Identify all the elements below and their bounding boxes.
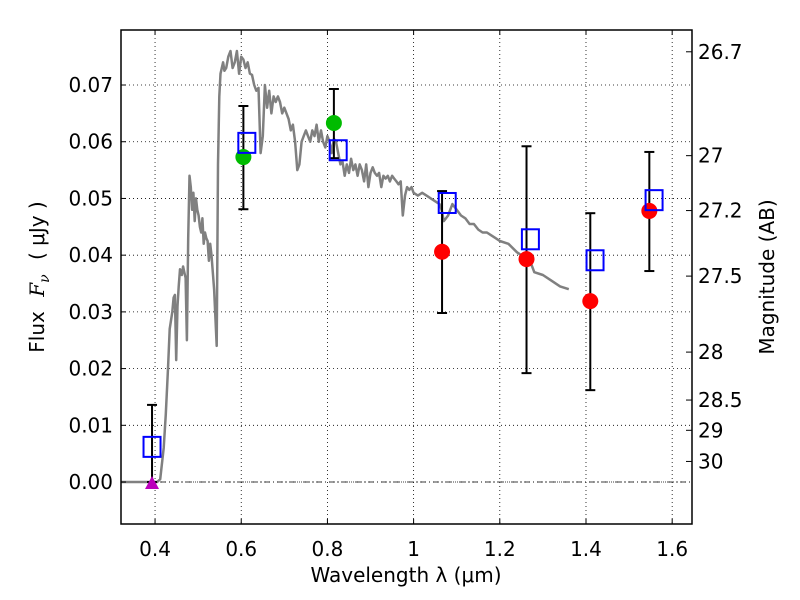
y-tick-label: 0.03: [68, 300, 113, 324]
spectrum-group: [121, 49, 570, 484]
observed-red-circle: [582, 293, 599, 310]
x-tick-label: 1.4: [570, 537, 602, 561]
y2-tick-label: 27.5: [698, 264, 743, 288]
x-axis-label: Wavelength λ (μm): [310, 563, 501, 587]
y2-tick-label: 26.7: [698, 40, 743, 64]
y-axis-label-unit: ( μJy ): [25, 201, 49, 260]
y2-tick-label: 30: [698, 449, 723, 473]
y2-tick-label: 27: [698, 144, 723, 168]
tick-labels-group: 0.4 0.6 0.8 1 1.2 1.4 1.6 0.00 0.01 0.02 0.03 0.04 0…: [68, 40, 742, 561]
observed-red-circle: [518, 251, 535, 268]
x-tick-label: 0.6: [225, 537, 257, 561]
model-photometry-square: [644, 189, 664, 212]
y2-tick-label: 29: [698, 418, 723, 442]
ticks-group: [121, 30, 692, 524]
y-tick-label: 0.06: [68, 130, 113, 154]
model-photometry-square: [142, 435, 162, 458]
y-tick-label: 0.04: [68, 243, 113, 267]
model-photometry-square: [437, 191, 457, 214]
y-axis-label: Flux Fν ( μJy ): [25, 201, 54, 352]
x-tick-label: 0.8: [312, 537, 344, 561]
y2-tick-label: 27.2: [698, 199, 743, 223]
x-tick-label: 1.2: [484, 537, 516, 561]
plot-frame: [120, 29, 693, 525]
markers-group: [142, 115, 664, 490]
y-tick-label: 0.01: [68, 413, 113, 437]
observed-red-circle: [434, 243, 451, 260]
y-tick-label: 0.07: [68, 73, 113, 97]
model-photometry-square: [520, 228, 540, 251]
y-axis-label-symbol: F: [25, 282, 49, 298]
model-photometry-square: [237, 131, 257, 154]
y2-tick-label: 28: [698, 340, 723, 364]
x-tick-label: 1.6: [656, 537, 688, 561]
upper-limit-triangle: [145, 476, 160, 490]
y-tick-label: 0.05: [68, 186, 113, 210]
x-tick-label: 0.4: [139, 537, 171, 561]
y2-axis-label: Magnitude (AB): [755, 199, 779, 354]
y2-tick-label: 28.5: [698, 388, 743, 412]
model-photometry-square: [585, 249, 605, 272]
y-axis-label-subscript: ν: [37, 274, 53, 283]
y-tick-label: 0.02: [68, 357, 113, 381]
y-tick-label: 0.00: [68, 470, 113, 494]
model-photometry-square: [328, 139, 348, 162]
y-axis-label-prefix: Flux: [25, 311, 49, 353]
spectrum-line: [121, 49, 570, 484]
x-tick-label: 1: [407, 537, 420, 561]
observed-green-circle: [325, 115, 342, 132]
